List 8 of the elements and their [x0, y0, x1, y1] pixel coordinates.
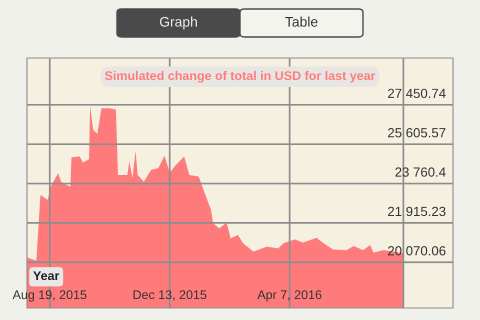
- text: Graph: [160, 16, 197, 30]
- annotation: Year: [33, 271, 60, 280]
- text: Simulated change of total in USD for last year: [104, 70, 376, 83]
- y-tick-label: 25 605.57: [388, 128, 446, 138]
- text: Table: [285, 16, 318, 27]
- y-tick-label: 27 450.74: [388, 88, 446, 98]
- y-tick-label: 23 760.4: [395, 167, 446, 177]
- y-tick-label: 21 915.23: [388, 206, 446, 216]
